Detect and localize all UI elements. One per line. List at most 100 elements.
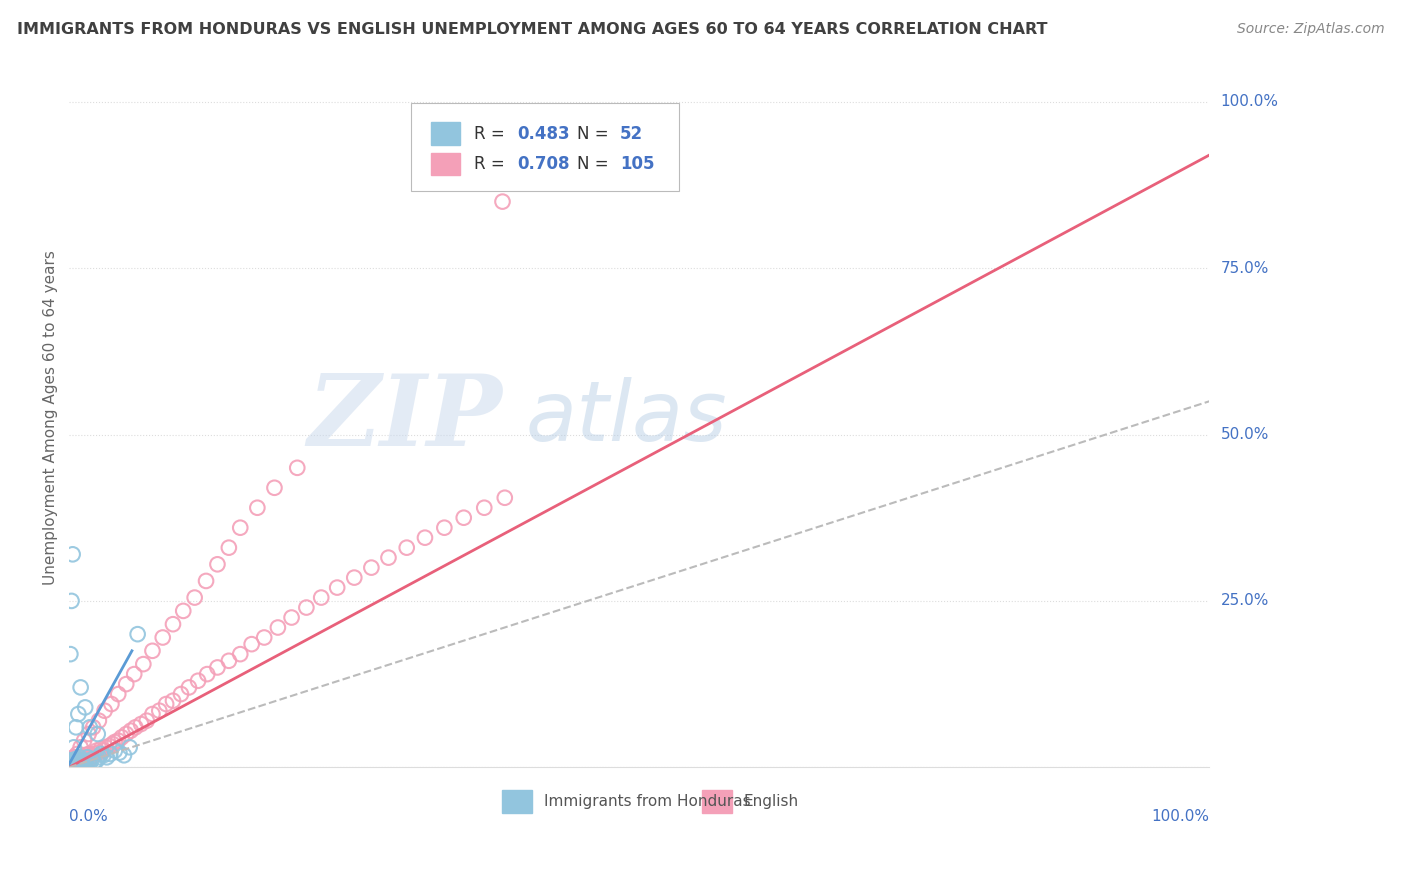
Point [65, 720, 87, 734]
Point [177, 681, 200, 695]
Point [62, 754, 84, 768]
Point [67, 758, 90, 772]
Point [70, 755, 93, 769]
Point [472, 500, 495, 515]
Text: atlas: atlas [526, 377, 727, 458]
Point [73, 754, 96, 768]
Text: 0.708: 0.708 [517, 155, 569, 173]
Text: R =: R = [474, 125, 510, 143]
Text: 100.0%: 100.0% [1152, 809, 1209, 824]
Point [246, 500, 269, 515]
Point [86, 754, 108, 768]
Point [62, 547, 84, 561]
Point [67, 752, 90, 766]
Point [87, 750, 110, 764]
Point [229, 647, 252, 661]
Point [72, 754, 94, 768]
Bar [702, 790, 731, 813]
Text: R =: R = [474, 155, 510, 173]
Point [62, 758, 84, 772]
FancyBboxPatch shape [412, 103, 679, 191]
Point [62, 750, 84, 764]
Point [309, 591, 332, 605]
Point [62, 740, 84, 755]
Point [63, 757, 86, 772]
Point [66, 757, 89, 772]
Point [62, 756, 84, 771]
Point [79, 720, 101, 734]
Point [65, 754, 87, 768]
Point [67, 706, 90, 721]
Point [263, 481, 285, 495]
Point [82, 720, 104, 734]
Point [69, 681, 91, 695]
Point [79, 752, 101, 766]
Point [62, 754, 84, 768]
Point [93, 744, 115, 758]
Point [63, 758, 86, 772]
Point [229, 521, 252, 535]
Point [124, 720, 146, 734]
Point [63, 752, 86, 766]
Point [80, 752, 103, 766]
Point [69, 754, 91, 768]
Bar [430, 153, 460, 176]
Point [240, 637, 263, 651]
Point [107, 687, 129, 701]
Point [69, 756, 91, 771]
Point [69, 750, 91, 764]
Point [87, 727, 110, 741]
Point [69, 756, 91, 771]
Point [83, 755, 105, 769]
Text: Immigrants from Honduras: Immigrants from Honduras [544, 794, 751, 809]
Text: English: English [744, 794, 799, 809]
Point [118, 740, 141, 755]
Point [295, 600, 318, 615]
Point [100, 697, 122, 711]
Point [76, 750, 98, 764]
Point [66, 751, 89, 765]
Point [90, 741, 112, 756]
Point [90, 747, 112, 761]
Text: 0.0%: 0.0% [69, 809, 108, 824]
Point [453, 510, 475, 524]
Point [170, 687, 193, 701]
Point [62, 756, 84, 771]
Text: 52: 52 [620, 125, 643, 143]
Point [115, 677, 138, 691]
Point [187, 673, 209, 688]
Point [183, 591, 205, 605]
Point [112, 748, 135, 763]
Point [218, 541, 240, 555]
Point [69, 750, 91, 764]
Point [326, 581, 349, 595]
Point [98, 747, 121, 761]
Point [162, 694, 184, 708]
Point [77, 727, 100, 741]
Point [267, 620, 290, 634]
Point [377, 550, 399, 565]
Text: IMMIGRANTS FROM HONDURAS VS ENGLISH UNEMPLOYMENT AMONG AGES 60 TO 64 YEARS CORRE: IMMIGRANTS FROM HONDURAS VS ENGLISH UNEM… [17, 22, 1047, 37]
Point [69, 756, 91, 771]
Text: Source: ZipAtlas.com: Source: ZipAtlas.com [1237, 22, 1385, 37]
Point [62, 756, 84, 770]
Point [148, 704, 170, 718]
Point [343, 571, 366, 585]
Point [96, 750, 118, 764]
Point [87, 714, 110, 728]
Point [285, 460, 308, 475]
Point [98, 739, 121, 753]
Point [207, 660, 229, 674]
Point [75, 752, 97, 766]
Text: ZIP: ZIP [308, 369, 502, 467]
Point [80, 748, 103, 763]
Point [66, 755, 89, 769]
Point [395, 541, 418, 555]
Point [127, 627, 149, 641]
Point [83, 747, 105, 761]
Point [72, 758, 94, 772]
Point [60, 756, 83, 771]
Point [104, 744, 127, 758]
Point [77, 755, 100, 769]
Point [207, 558, 229, 572]
